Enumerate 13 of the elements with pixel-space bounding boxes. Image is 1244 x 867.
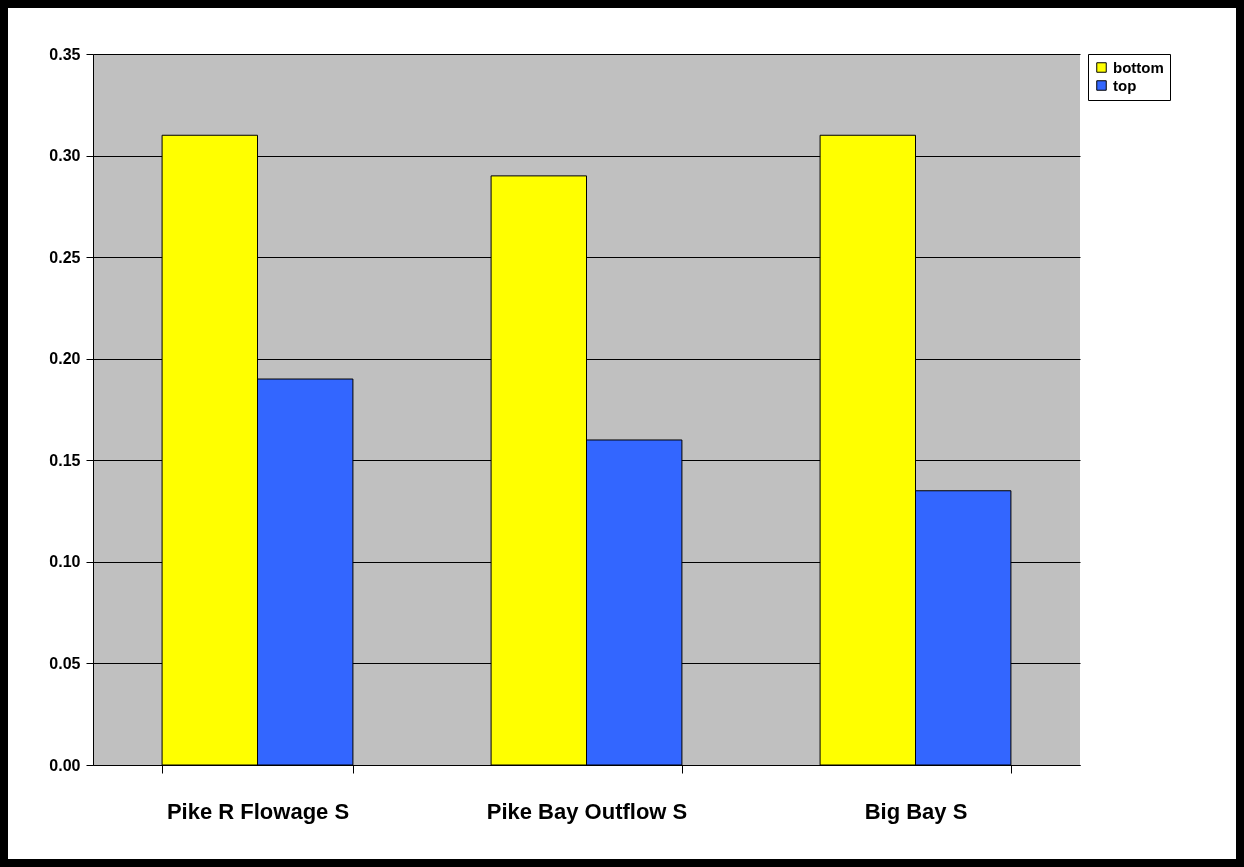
y-tick-label: 0.15 — [49, 451, 81, 469]
y-tick-label: 0.20 — [49, 350, 81, 368]
legend-label: bottom — [1113, 58, 1164, 76]
y-tick-label: 0.10 — [49, 553, 81, 571]
x-tick-label: Big Bay S — [864, 798, 968, 824]
legend-label: top — [1113, 76, 1137, 94]
y-tick-label: 0.30 — [49, 147, 81, 165]
x-tick-label: Pike R Flowage S — [166, 798, 350, 824]
y-tick-label: 0.35 — [49, 45, 81, 63]
x-tick-label: Pike Bay Outflow S — [486, 798, 688, 824]
y-tick-label: 0.00 — [49, 756, 81, 774]
y-tick-label: 0.05 — [49, 654, 81, 672]
y-tick-label: 0.25 — [49, 248, 81, 266]
